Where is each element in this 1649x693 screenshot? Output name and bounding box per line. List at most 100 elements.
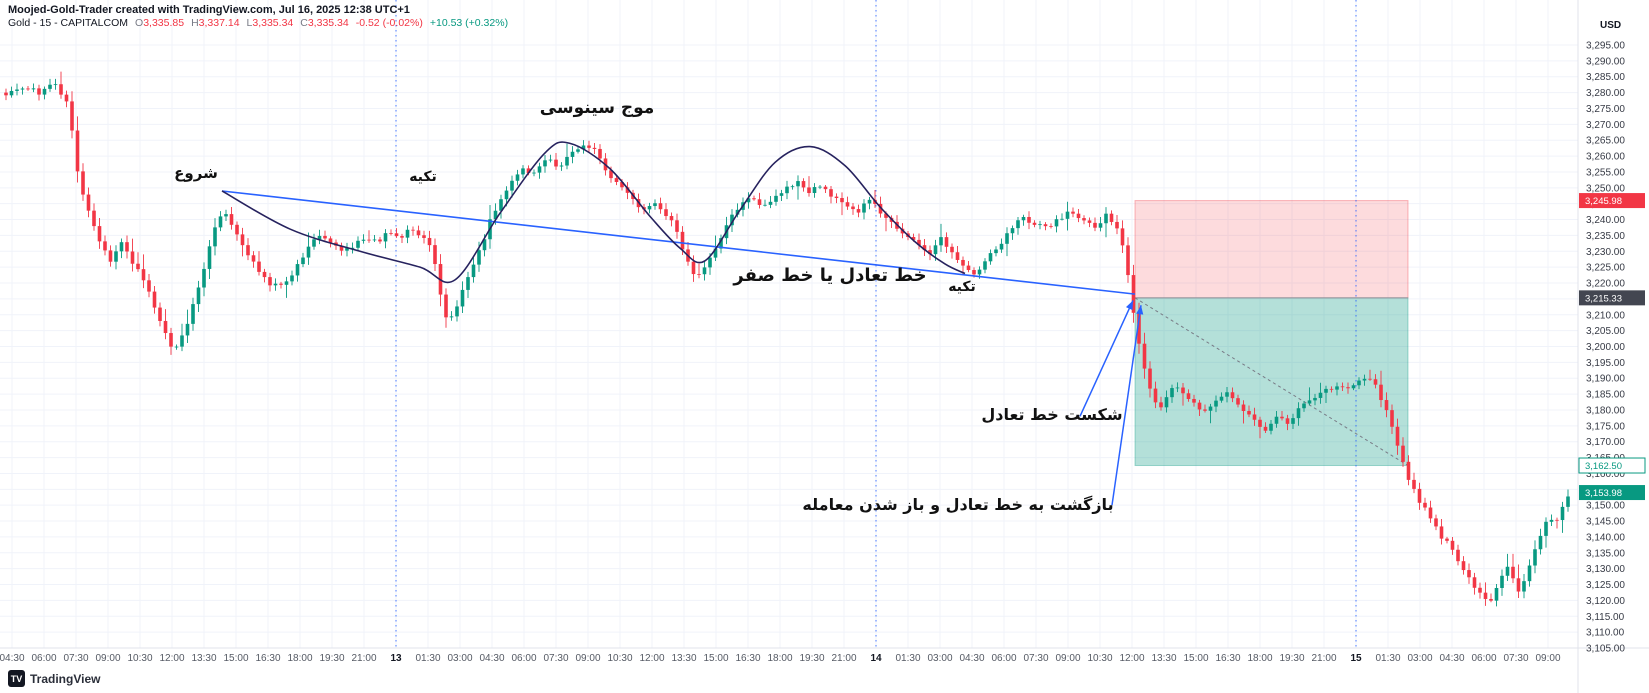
annotation-arrow-1[interactable] xyxy=(1079,300,1134,417)
time-axis[interactable]: 04:30 06:00 07:30 09:00 10:30 12:00 13:30 15:00… xyxy=(0,653,1561,664)
price-badge-teal-outline: 3,162.50 xyxy=(1578,457,1646,474)
svg-text:01:30: 01:30 xyxy=(895,653,920,664)
svg-text:21:00: 21:00 xyxy=(351,653,376,664)
zone-diagonal-dashed-line[interactable] xyxy=(1134,297,1409,466)
svg-text:3,290.00: 3,290.00 xyxy=(1586,56,1625,67)
tradingview-logo-text: TradingView xyxy=(30,671,101,686)
svg-text:03:00: 03:00 xyxy=(447,653,472,664)
svg-text:12:00: 12:00 xyxy=(639,653,664,664)
svg-text:3,135.00: 3,135.00 xyxy=(1586,548,1625,559)
svg-text:04:30: 04:30 xyxy=(479,653,504,664)
svg-text:15:00: 15:00 xyxy=(1183,653,1208,664)
svg-text:3,275.00: 3,275.00 xyxy=(1586,104,1625,115)
start-label: شروع xyxy=(174,164,218,182)
svg-text:3,175.00: 3,175.00 xyxy=(1586,421,1625,432)
tradingview-logo[interactable]: TV TradingView xyxy=(8,670,100,687)
svg-text:13: 13 xyxy=(390,653,402,664)
svg-text:15:00: 15:00 xyxy=(223,653,248,664)
svg-text:07:30: 07:30 xyxy=(63,653,88,664)
svg-text:3,225.00: 3,225.00 xyxy=(1586,263,1625,274)
svg-text:16:30: 16:30 xyxy=(255,653,280,664)
svg-text:3,240.00: 3,240.00 xyxy=(1586,215,1625,226)
break-label: شکست خط تعادل xyxy=(981,405,1122,424)
svg-text:12:00: 12:00 xyxy=(159,653,184,664)
svg-text:3,153.98: 3,153.98 xyxy=(1585,488,1622,499)
svg-text:3,245.98: 3,245.98 xyxy=(1585,196,1622,207)
svg-text:3,205.00: 3,205.00 xyxy=(1586,326,1625,337)
svg-text:15:00: 15:00 xyxy=(703,653,728,664)
svg-text:3,162.50: 3,162.50 xyxy=(1585,461,1622,472)
svg-text:04:30: 04:30 xyxy=(959,653,984,664)
svg-text:21:00: 21:00 xyxy=(1311,653,1336,664)
high-value: H3,337.14 xyxy=(191,17,240,29)
svg-text:13:30: 13:30 xyxy=(1151,653,1176,664)
svg-text:04:30: 04:30 xyxy=(0,653,25,664)
svg-text:18:00: 18:00 xyxy=(767,653,792,664)
day-separators xyxy=(395,0,1357,648)
stop-loss-zone[interactable] xyxy=(1134,200,1409,299)
svg-text:18:00: 18:00 xyxy=(1247,653,1272,664)
svg-text:03:00: 03:00 xyxy=(927,653,952,664)
symbol-legend[interactable]: Gold - 15 - CAPITALCOM O3,335.85 H3,337.… xyxy=(8,17,508,29)
svg-text:09:00: 09:00 xyxy=(575,653,600,664)
svg-text:19:30: 19:30 xyxy=(799,653,824,664)
svg-text:07:30: 07:30 xyxy=(1023,653,1048,664)
svg-text:06:00: 06:00 xyxy=(1471,653,1496,664)
annotation-arrow-2[interactable] xyxy=(1111,305,1144,506)
svg-text:10:30: 10:30 xyxy=(1087,653,1112,664)
zero-line-label: خط تعادل یا خط صفر xyxy=(732,265,926,286)
return-label: بازگشت به خط تعادل و باز شدن معامله xyxy=(802,495,1113,514)
svg-text:21:00: 21:00 xyxy=(831,653,856,664)
svg-text:07:30: 07:30 xyxy=(543,653,568,664)
tradingview-logo-icon: TV xyxy=(8,670,25,687)
svg-text:10:30: 10:30 xyxy=(607,653,632,664)
svg-text:09:00: 09:00 xyxy=(1535,653,1560,664)
price-badge-red-filled: 3,245.98 xyxy=(1579,193,1645,209)
svg-text:3,260.00: 3,260.00 xyxy=(1586,152,1625,163)
svg-text:3,140.00: 3,140.00 xyxy=(1586,532,1625,543)
svg-text:13:30: 13:30 xyxy=(191,653,216,664)
price-axis[interactable]: USD 3,105.00 3,110.00 3,115.00 3,120.00 3,125… xyxy=(1578,20,1646,655)
price-axis-currency: USD xyxy=(1600,20,1621,31)
svg-text:3,265.00: 3,265.00 xyxy=(1586,136,1625,147)
svg-text:3,285.00: 3,285.00 xyxy=(1586,72,1625,83)
session-change: +10.53 (+0.32%) xyxy=(429,17,509,29)
sine-label: موج سینوسی xyxy=(540,98,655,118)
bar-change: -0.52 (-0.02%) xyxy=(355,17,423,29)
svg-text:3,160.00: 3,160.00 xyxy=(1586,469,1625,480)
svg-text:3,220.00: 3,220.00 xyxy=(1586,279,1625,290)
sine-wave-curve[interactable] xyxy=(221,141,966,284)
svg-text:3,195.00: 3,195.00 xyxy=(1586,358,1625,369)
svg-text:13:30: 13:30 xyxy=(671,653,696,664)
grid xyxy=(0,0,1578,649)
svg-text:10:30: 10:30 xyxy=(127,653,152,664)
svg-text:3,250.00: 3,250.00 xyxy=(1586,183,1625,194)
svg-text:3,170.00: 3,170.00 xyxy=(1586,437,1625,448)
svg-text:3,255.00: 3,255.00 xyxy=(1586,167,1625,178)
symbol-name[interactable]: Gold - 15 - CAPITALCOM xyxy=(8,17,129,29)
svg-text:3,190.00: 3,190.00 xyxy=(1586,374,1625,385)
chart-watermark-title: Moojed-Gold-Trader created with TradingV… xyxy=(8,4,410,16)
lean-label-1: تکیه xyxy=(409,169,437,185)
svg-text:18:00: 18:00 xyxy=(287,653,312,664)
svg-text:04:30: 04:30 xyxy=(1439,653,1464,664)
svg-text:3,180.00: 3,180.00 xyxy=(1586,405,1625,416)
svg-text:3,185.00: 3,185.00 xyxy=(1586,390,1625,401)
lean-label-2: تکیه xyxy=(948,279,976,295)
svg-text:3,295.00: 3,295.00 xyxy=(1586,41,1625,52)
svg-text:3,105.00: 3,105.00 xyxy=(1586,644,1625,655)
candles[interactable] xyxy=(4,71,1570,607)
svg-text:3,200.00: 3,200.00 xyxy=(1586,342,1625,353)
svg-text:3,130.00: 3,130.00 xyxy=(1586,564,1625,575)
svg-text:06:00: 06:00 xyxy=(991,653,1016,664)
svg-text:3,110.00: 3,110.00 xyxy=(1586,628,1625,639)
position-zones[interactable] xyxy=(1134,200,1409,467)
price-badge-teal-filled: 3,153.98 xyxy=(1579,485,1645,501)
svg-text:3,270.00: 3,270.00 xyxy=(1586,120,1625,131)
svg-text:3,230.00: 3,230.00 xyxy=(1586,247,1625,258)
svg-text:3,215.33: 3,215.33 xyxy=(1585,293,1622,304)
svg-text:09:00: 09:00 xyxy=(1055,653,1080,664)
equilibrium-trendline[interactable] xyxy=(221,190,1136,295)
